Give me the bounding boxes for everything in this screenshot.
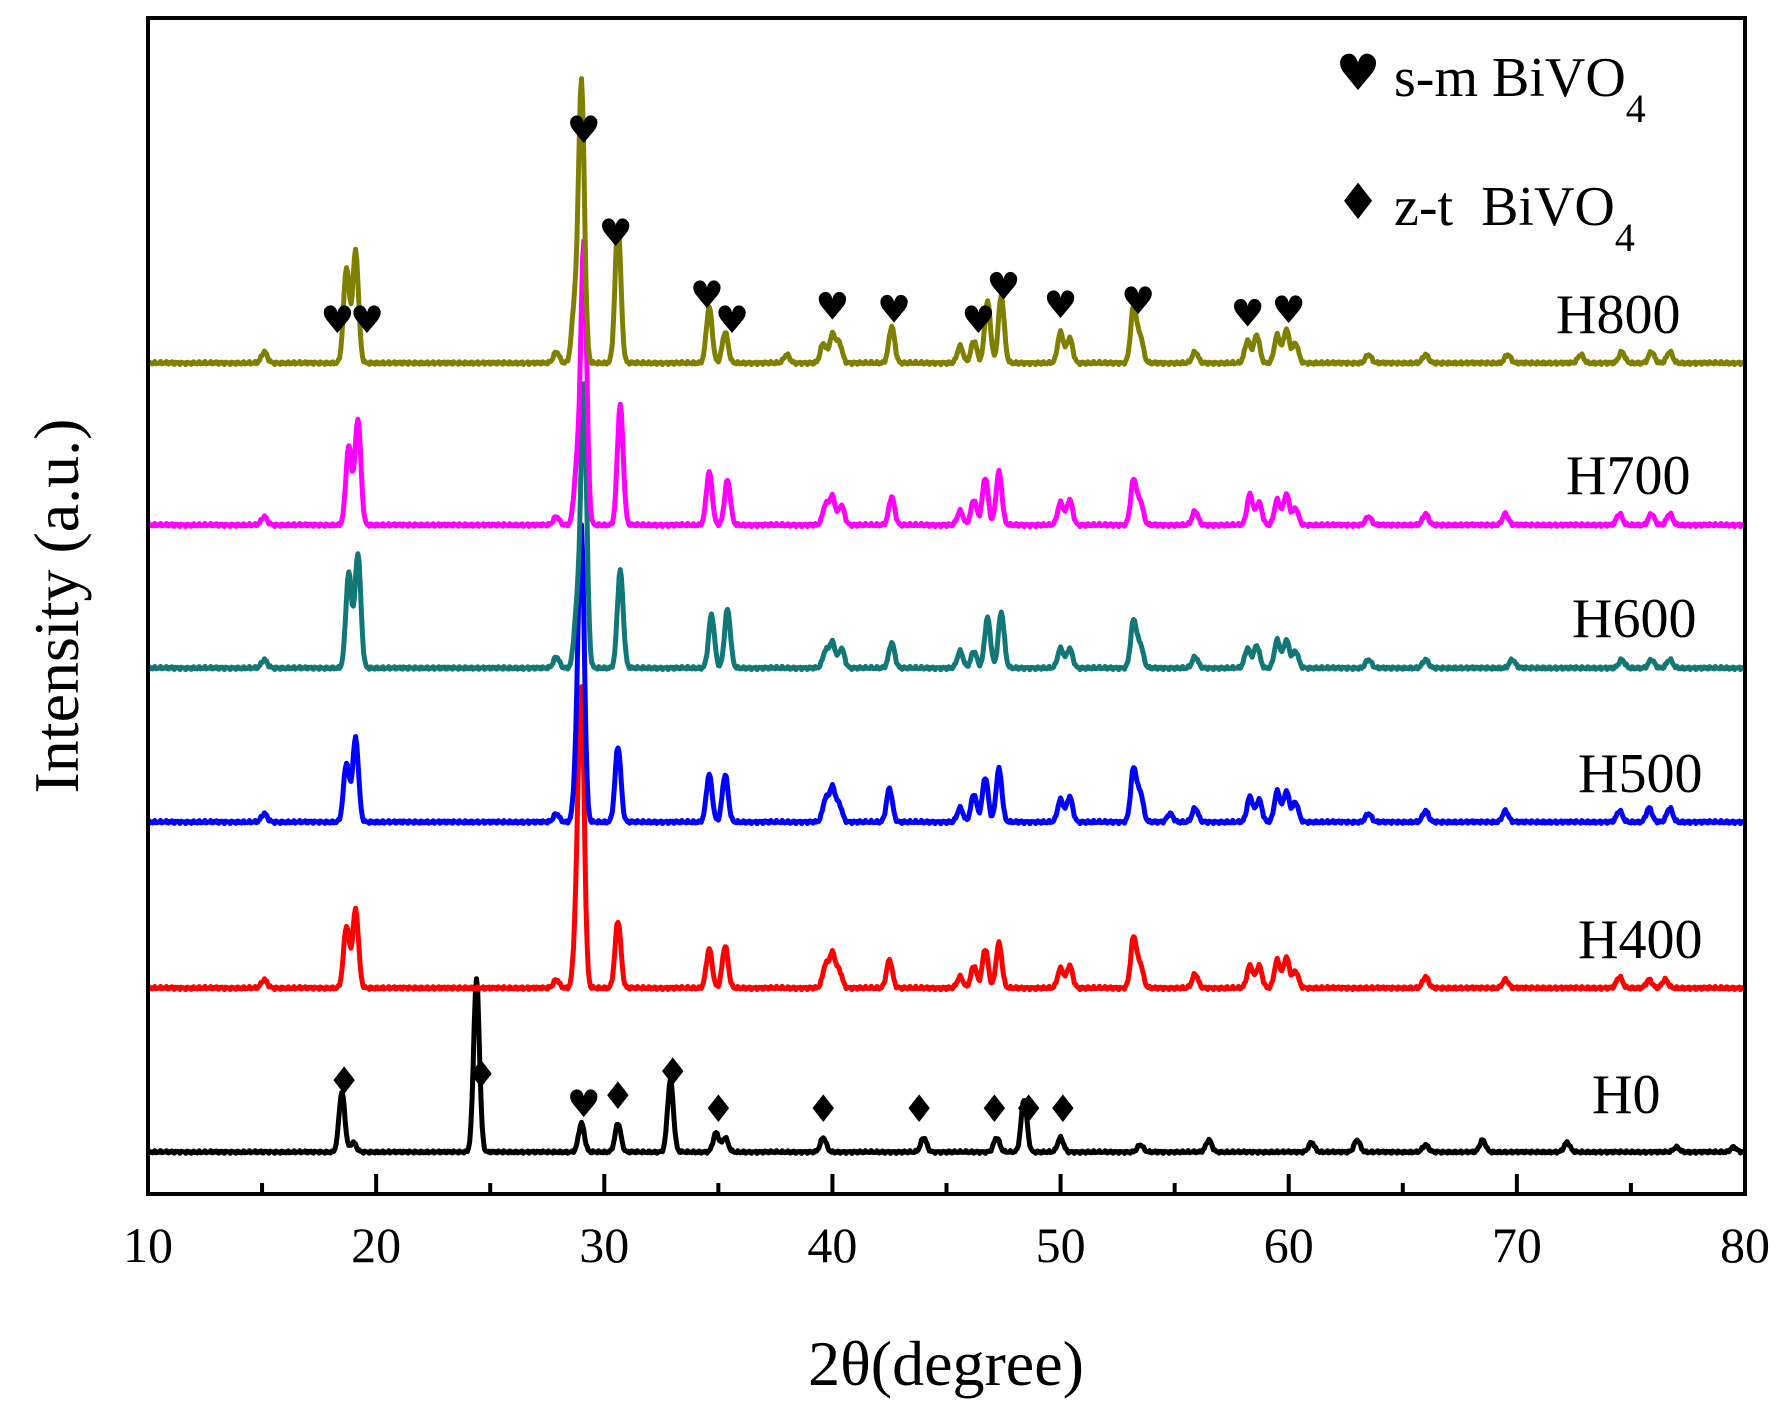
x-tick-label: 20 xyxy=(351,1217,401,1273)
heart-marker: ♥ xyxy=(350,298,384,342)
heart-marker: ♥ xyxy=(567,1082,601,1126)
y-axis-title: Intensity (a.u.) xyxy=(21,419,92,794)
diamond-marker: ♦ xyxy=(327,1059,361,1103)
x-tick-label: 10 xyxy=(123,1217,173,1273)
heart-marker: ♥ xyxy=(986,265,1020,309)
x-tick-label: 70 xyxy=(1492,1217,1542,1273)
diamond-marker: ♦ xyxy=(601,1074,635,1118)
x-tick-label: 40 xyxy=(807,1217,857,1273)
legend-diamond-icon: ♦ xyxy=(1336,173,1381,231)
series-label-group: H0 H400 H500 H600 H700 H800 xyxy=(1556,284,1702,1126)
trace-group xyxy=(146,76,1747,1156)
series-label-h400: H400 xyxy=(1578,909,1702,971)
heart-marker: ♥ xyxy=(690,273,724,317)
legend-label: s-m BiVO4 xyxy=(1394,47,1646,131)
heart-marker: ♥ xyxy=(320,298,354,342)
series-trace-h800 xyxy=(146,76,1747,368)
legend-label: z-t BiVO4 xyxy=(1394,176,1635,260)
x-axis-ticks: 10 20 30 40 50 60 70 80 xyxy=(123,1174,1770,1273)
heart-marker: ♥ xyxy=(1272,288,1306,332)
series-label-h800: H800 xyxy=(1556,284,1680,346)
x-axis-title: 2θ(degree) xyxy=(808,1328,1084,1399)
series-label-h600: H600 xyxy=(1572,588,1696,650)
diamond-marker: ♦ xyxy=(701,1087,735,1131)
series-trace-h400 xyxy=(146,684,1747,993)
diamond-marker: ♦ xyxy=(656,1050,690,1094)
heart-marker: ♥ xyxy=(1231,291,1265,335)
x-tick-label: 80 xyxy=(1720,1217,1770,1273)
series-label-h700: H700 xyxy=(1566,445,1690,507)
heart-marker: ♥ xyxy=(1121,279,1155,323)
series-trace-h0 xyxy=(146,976,1747,1156)
x-tick-label: 30 xyxy=(579,1217,629,1273)
heart-marker: ♥ xyxy=(599,211,633,255)
heart-marker: ♥ xyxy=(1044,283,1078,327)
heart-marker: ♥ xyxy=(877,287,911,331)
heart-marker: ♥ xyxy=(567,108,601,152)
heart-marker: ♥ xyxy=(715,298,749,342)
legend-heart-icon: ♥ xyxy=(1336,44,1381,102)
legend: ♥ s-m BiVO4♦ z-t BiVO4 xyxy=(1336,44,1646,260)
diamond-marker: ♦ xyxy=(1012,1087,1046,1131)
series-label-h500: H500 xyxy=(1578,743,1702,805)
diamond-marker: ♦ xyxy=(806,1087,840,1131)
diamond-marker: ♦ xyxy=(902,1087,936,1131)
series-trace-h500 xyxy=(146,522,1747,827)
diamond-marker: ♦ xyxy=(1046,1087,1080,1131)
series-trace-h600 xyxy=(146,381,1747,673)
heart-marker: ♥ xyxy=(815,285,849,329)
diamond-marker: ♦ xyxy=(464,1053,498,1097)
series-trace-h700 xyxy=(146,238,1747,530)
heart-marker: ♥ xyxy=(961,298,995,342)
x-tick-label: 60 xyxy=(1264,1217,1314,1273)
series-label-h0: H0 xyxy=(1592,1064,1660,1126)
x-tick-label: 50 xyxy=(1036,1217,1086,1273)
diamond-marker: ♦ xyxy=(977,1087,1011,1131)
peak-marker-group: ♦ ♦♥ ♦♦♦ ♦ ♦ ♦ ♦ ♦♥♥♥♥♥♥ ♥ ♥ ♥♥ ♥ ♥ ♥ ♥ xyxy=(320,108,1305,1131)
